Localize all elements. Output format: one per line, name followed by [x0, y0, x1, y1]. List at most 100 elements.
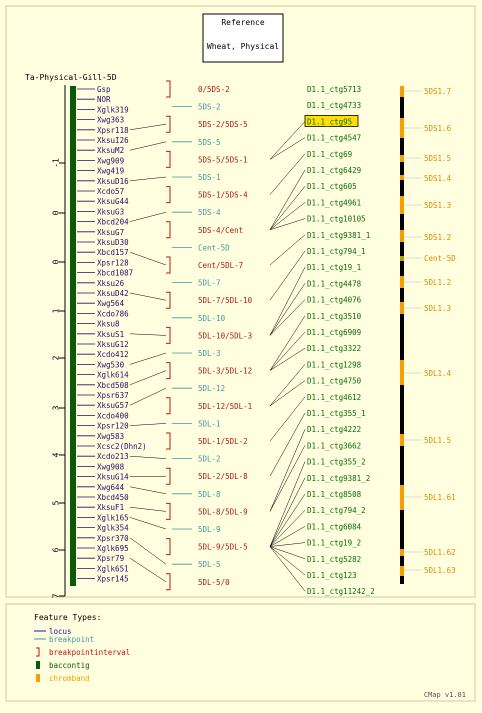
interval-label[interactable]: 5DL-10/5DL-3	[198, 331, 252, 340]
interval-label[interactable]: 5DL-5/0	[198, 578, 230, 587]
contig-label[interactable]: D1.1_ctg4961	[307, 198, 361, 207]
chromband-label[interactable]: 5DL1.61	[424, 493, 456, 502]
chromband-label[interactable]: 5DL1.5	[424, 436, 451, 445]
locus-label[interactable]: Xpsr79	[97, 554, 124, 563]
interval-label[interactable]: 5DL-8/5DL-9	[198, 507, 248, 516]
locus-label[interactable]: XksuG3	[97, 207, 124, 216]
locus-label[interactable]: Xcsc2(Dhn2)	[97, 442, 147, 451]
locus-label[interactable]: Xwg644	[97, 483, 125, 492]
contig-label[interactable]: D1.1_ctg4478	[307, 279, 362, 288]
contig-label[interactable]: D1.1_ctg4076	[307, 296, 362, 305]
breakpoint-label[interactable]: 5DS-4	[198, 208, 221, 217]
breakpoint-label[interactable]: 5DS-1	[198, 173, 221, 182]
interval-label[interactable]: 5DL-7/5DL-10	[198, 296, 253, 305]
locus-label[interactable]: XksuD16	[97, 177, 129, 186]
locus-label[interactable]: Xwg908	[97, 462, 125, 471]
contig-label[interactable]: D1.1_ctg123	[307, 571, 357, 580]
interval-label[interactable]: 5DS-2/5DS-5	[198, 120, 248, 129]
locus-label[interactable]: Xglk354	[97, 524, 129, 533]
interval-label[interactable]: 5DS-1/5DS-4	[198, 191, 248, 200]
breakpoint-label[interactable]: 5DL-9	[198, 525, 221, 534]
locus-label[interactable]: Xpsr145	[97, 575, 129, 584]
contig-label[interactable]: D1.1_ctg4612	[307, 393, 361, 402]
locus-label[interactable]: Xbcd450	[97, 493, 129, 502]
locus-label[interactable]: Xglk695	[97, 544, 129, 553]
chromband-label[interactable]: 5DS1.4	[424, 174, 452, 183]
contig-label[interactable]: D1.1_ctg6429	[307, 166, 361, 175]
breakpoint-label[interactable]: 5DL-5	[198, 560, 221, 569]
breakpoint-label[interactable]: 5DL-7	[198, 279, 221, 288]
interval-label[interactable]: 5DS-4/Cent	[198, 226, 243, 235]
locus-label[interactable]: Xbcd1087	[97, 269, 133, 278]
interval-label[interactable]: Cent/5DL-7	[198, 261, 243, 270]
locus-label[interactable]: XksuD42	[97, 289, 129, 298]
locus-label[interactable]: XksuG7	[97, 228, 124, 237]
breakpoint-label[interactable]: 5DL-2	[198, 455, 221, 464]
contig-label[interactable]: D1.1_ctg9381_1	[307, 231, 370, 240]
contig-label[interactable]: D1.1_ctg1298	[307, 360, 362, 369]
contig-label[interactable]: D1.1_ctg19_1	[307, 263, 361, 272]
contig-label[interactable]: D1.1_ctg95	[307, 117, 352, 126]
locus-label[interactable]: XksuF1	[97, 503, 124, 512]
contig-label[interactable]: D1.1_ctg355_1	[307, 409, 366, 418]
locus-label[interactable]: Xwg530	[97, 360, 125, 369]
chromband-label[interactable]: 5DS1.3	[424, 201, 451, 210]
breakpoint-label[interactable]: 5DL-12	[198, 384, 225, 393]
locus-label[interactable]: Xglk651	[97, 564, 129, 573]
contig-label[interactable]: D1.1_ctg4750	[307, 377, 362, 386]
locus-label[interactable]: XksuG44	[97, 197, 129, 206]
locus-label[interactable]: Xpsr370	[97, 534, 129, 543]
locus-label[interactable]: XksuM2	[97, 146, 124, 155]
locus-label[interactable]: Xcdo400	[97, 411, 129, 420]
interval-label[interactable]: 0/5DS-2	[198, 85, 230, 94]
locus-label[interactable]: Xwg583	[97, 432, 124, 441]
locus-label[interactable]: XksuI26	[97, 136, 129, 145]
contig-label[interactable]: D1.1_ctg6909	[307, 328, 361, 337]
locus-label[interactable]: XksuG14	[97, 473, 129, 482]
chromband-label[interactable]: 5DL1.4	[424, 369, 452, 378]
contig-label[interactable]: D1.1_ctg6084	[307, 522, 362, 531]
interval-label[interactable]: 5DL-3/5DL-12	[198, 367, 252, 376]
locus-label[interactable]: Xpsr637	[97, 391, 129, 400]
contig-label[interactable]: D1.1_ctg4222	[307, 425, 361, 434]
chromosome-bar[interactable]	[70, 86, 76, 586]
breakpoint-label[interactable]: 5DL-3	[198, 349, 221, 358]
chromband-label[interactable]: 5DS1.2	[424, 233, 451, 242]
locus-label[interactable]: Xwg363	[97, 116, 124, 125]
breakpoint-label[interactable]: 5DS-2	[198, 103, 221, 112]
locus-label[interactable]: Xglk614	[97, 371, 129, 380]
chromband-label[interactable]: 5DL1.62	[424, 548, 456, 557]
breakpoint-label[interactable]: 5DL-8	[198, 490, 221, 499]
locus-label[interactable]: Xglk165	[97, 513, 129, 522]
locus-label[interactable]: Xcdo412	[97, 350, 129, 359]
contig-label[interactable]: D1.1_ctg794_2	[307, 506, 366, 515]
breakpoint-label[interactable]: 5DL-1	[198, 419, 221, 428]
breakpoint-label[interactable]: 5DL-10	[198, 314, 226, 323]
chromband-label[interactable]: 5DS1.7	[424, 87, 451, 96]
contig-label[interactable]: D1.1_ctg3510	[307, 312, 362, 321]
chromband-label[interactable]: 5DS1.6	[424, 124, 452, 133]
locus-label[interactable]: Xpsr120	[97, 422, 129, 431]
locus-label[interactable]: XksuD30	[97, 238, 129, 247]
locus-label[interactable]: Xglk319	[97, 105, 129, 114]
contig-label[interactable]: D1.1_ctg4733	[307, 101, 361, 110]
locus-label[interactable]: Xwg419	[97, 167, 124, 176]
interval-label[interactable]: 5DS-5/5DS-1	[198, 155, 248, 164]
locus-label[interactable]: Xbcd508	[97, 381, 129, 390]
locus-label[interactable]: Xcdo786	[97, 309, 129, 318]
chromband-label[interactable]: 5DL1.2	[424, 278, 451, 287]
locus-label[interactable]: Xwg564	[97, 299, 125, 308]
chromband-label[interactable]: Cent-5D	[424, 254, 456, 263]
interval-label[interactable]: 5DL-1/5DL-2	[198, 437, 248, 446]
locus-label[interactable]: Xcdo213	[97, 452, 129, 461]
interval-label[interactable]: 5DL-2/5DL-8	[198, 472, 248, 481]
contig-label[interactable]: D1.1_ctg3662	[307, 441, 361, 450]
chromband-label[interactable]: 5DL1.3	[424, 304, 451, 313]
chromband-label[interactable]: 5DL1.63	[424, 566, 456, 575]
contig-label[interactable]: D1.1_ctg794_1	[307, 247, 366, 256]
locus-label[interactable]: Xbcd204	[97, 218, 129, 227]
breakpoint-label[interactable]: 5DS-5	[198, 138, 221, 147]
contig-label[interactable]: D1.1_ctg5713	[307, 85, 361, 94]
locus-label[interactable]: NOR	[97, 95, 111, 104]
breakpoint-label[interactable]: Cent-5D	[198, 243, 230, 252]
